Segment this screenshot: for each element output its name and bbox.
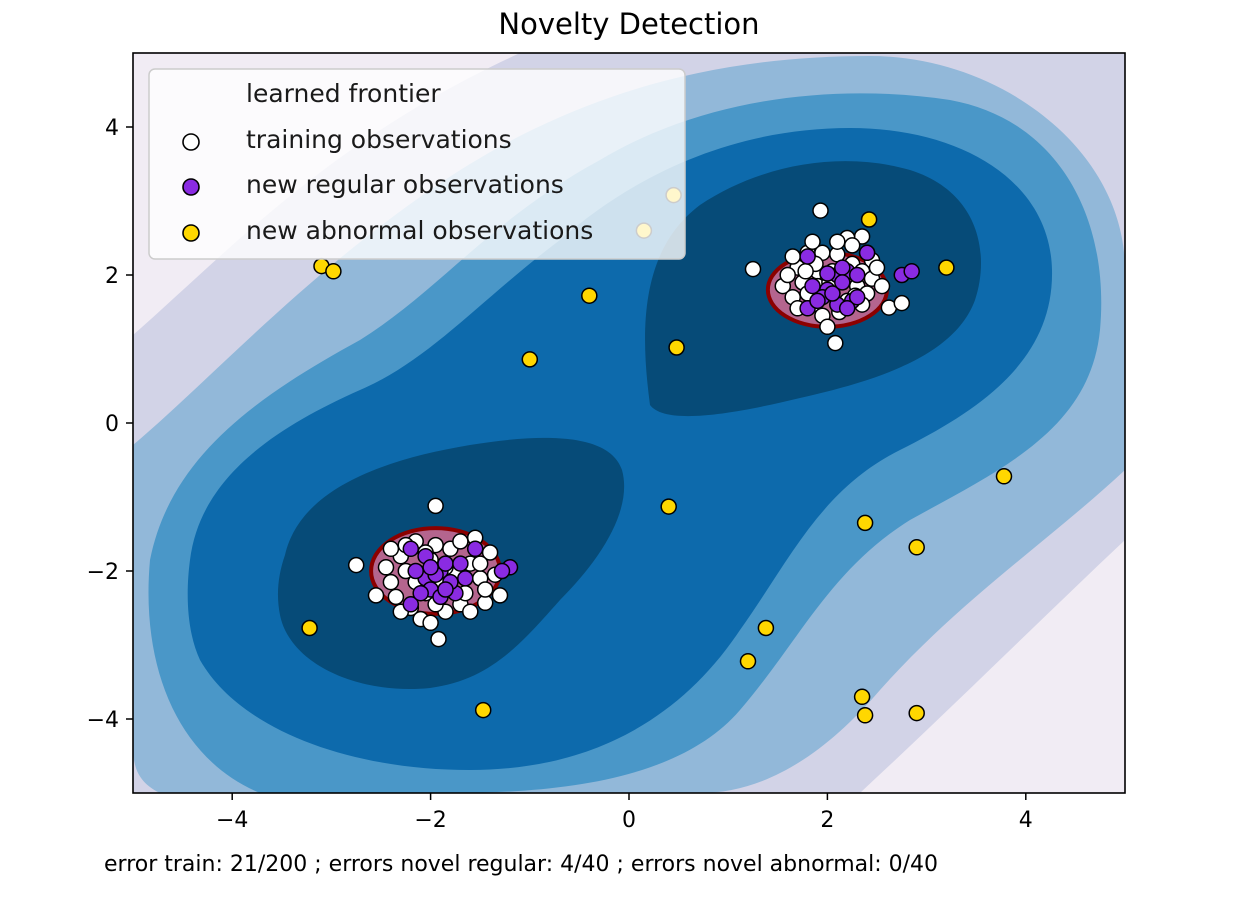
abnormal-point [908, 704, 925, 722]
legend-marker-regular [182, 178, 200, 196]
abnormal-point [853, 688, 871, 706]
training-point [829, 233, 846, 250]
training-point [471, 555, 489, 572]
y-tick-label: −4 [87, 708, 119, 733]
regular-point [466, 540, 484, 558]
y-axis: −4 −2 0 2 4 [87, 116, 133, 733]
x-axis-label: error train: 21/200 ; errors novel regul… [104, 852, 938, 877]
training-point [476, 581, 494, 598]
regular-point [903, 263, 920, 280]
y-tick-label: −2 [87, 560, 119, 585]
training-point [367, 587, 385, 604]
training-point [784, 248, 801, 265]
training-point [462, 603, 479, 620]
abnormal-point [995, 468, 1013, 485]
legend-box [148, 68, 686, 260]
training-point [744, 260, 762, 278]
legend-marker-training [182, 133, 200, 151]
y-tick-label: 0 [105, 412, 119, 437]
training-point [893, 294, 911, 312]
legend-label-regular: new regular observations [246, 170, 564, 199]
training-point [827, 334, 844, 352]
legend-marker-abnormal [182, 224, 200, 242]
regular-point [457, 570, 474, 587]
training-point [382, 573, 400, 591]
training-point [819, 318, 836, 336]
y-tick-label: 2 [105, 264, 119, 289]
training-point [422, 614, 439, 632]
abnormal-point [908, 539, 925, 556]
regular-point [858, 244, 876, 262]
regular-point [848, 288, 866, 306]
training-point [427, 497, 444, 515]
training-point [812, 202, 829, 219]
training-point [868, 259, 886, 276]
regular-point [824, 285, 841, 302]
abnormal-point [938, 259, 955, 276]
training-point [804, 233, 821, 250]
training-point [452, 533, 469, 550]
x-tick-label: 4 [1019, 808, 1033, 833]
regular-point [412, 584, 429, 602]
training-point [430, 630, 447, 648]
legend-label-abnormal: new abnormal observations [246, 216, 593, 245]
legend: learned frontier training observations n… [148, 68, 686, 260]
regular-point [402, 540, 420, 558]
scatter-markers [301, 186, 1013, 724]
training-point [481, 544, 499, 561]
regular-point [493, 562, 511, 580]
regular-point [452, 555, 469, 572]
regular-point [838, 300, 856, 317]
training-point [377, 559, 395, 576]
abnormal-point [474, 701, 492, 719]
regular-point [848, 266, 866, 284]
abnormal-point [757, 619, 775, 637]
abnormal-point [581, 287, 598, 304]
training-point [779, 266, 796, 284]
training-point [843, 237, 861, 254]
x-tick-label: −2 [414, 808, 446, 833]
regular-point [407, 562, 424, 580]
legend-label-training: training observations [246, 125, 512, 154]
abnormal-point [739, 653, 757, 670]
abnormal-point [660, 498, 677, 515]
regular-point [422, 559, 439, 576]
regular-point [834, 274, 851, 291]
regular-point [799, 248, 816, 265]
training-point [873, 277, 891, 295]
abnormal-point [860, 211, 878, 228]
regular-point [819, 265, 836, 282]
x-tick-label: 2 [820, 808, 834, 833]
regular-point [402, 596, 420, 613]
training-point [797, 263, 814, 280]
regular-point [809, 292, 826, 310]
y-tick-label: 4 [105, 116, 119, 141]
abnormal-point [856, 514, 874, 532]
training-point [382, 540, 400, 558]
regular-point [834, 259, 851, 276]
abnormal-point [325, 263, 342, 280]
abnormal-point [856, 707, 874, 724]
abnormal-point [521, 351, 539, 368]
regular-point [804, 277, 821, 295]
training-point [491, 587, 509, 604]
x-tick-label: −4 [216, 808, 248, 833]
training-point [387, 588, 405, 606]
regular-point [437, 581, 454, 598]
chart-title: Novelty Detection [498, 7, 759, 41]
abnormal-point [301, 619, 318, 637]
x-axis: −4 −2 0 2 4 [216, 793, 1033, 833]
abnormal-point [668, 339, 685, 356]
training-point [347, 556, 365, 574]
legend-label-frontier: learned frontier [246, 79, 441, 108]
x-tick-label: 0 [622, 808, 636, 833]
